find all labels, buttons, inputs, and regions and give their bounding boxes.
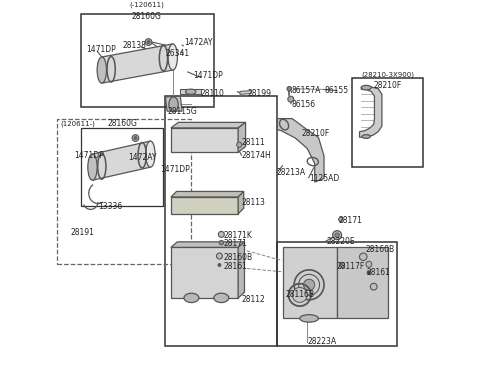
- Text: 28171K: 28171K: [223, 231, 252, 240]
- Circle shape: [287, 86, 291, 91]
- Circle shape: [288, 96, 294, 102]
- Text: 28223A: 28223A: [307, 337, 336, 346]
- Polygon shape: [337, 247, 387, 319]
- Text: 28210F: 28210F: [373, 81, 402, 89]
- Ellipse shape: [169, 97, 178, 112]
- Circle shape: [292, 287, 307, 302]
- Text: 28191: 28191: [70, 228, 94, 237]
- Polygon shape: [171, 242, 244, 247]
- Ellipse shape: [362, 135, 371, 138]
- Text: 28116B: 28116B: [286, 290, 314, 299]
- Ellipse shape: [185, 89, 196, 94]
- Text: 1472AY: 1472AY: [184, 38, 213, 46]
- Text: 28171: 28171: [223, 239, 247, 248]
- Circle shape: [134, 136, 137, 139]
- Polygon shape: [283, 247, 337, 319]
- Text: 28160G: 28160G: [108, 119, 137, 128]
- Text: 28210F: 28210F: [301, 129, 330, 138]
- Text: 1471DP: 1471DP: [86, 45, 116, 54]
- Polygon shape: [171, 197, 238, 214]
- Circle shape: [339, 262, 345, 268]
- Circle shape: [333, 231, 342, 240]
- Text: (-120611): (-120611): [129, 2, 164, 8]
- Bar: [277, 242, 397, 346]
- Ellipse shape: [146, 141, 155, 167]
- Polygon shape: [238, 242, 244, 298]
- Ellipse shape: [371, 283, 377, 290]
- Bar: [81, 14, 214, 107]
- Circle shape: [338, 217, 343, 222]
- Ellipse shape: [168, 44, 178, 70]
- Polygon shape: [238, 192, 244, 214]
- Text: 28160G: 28160G: [132, 12, 162, 21]
- Text: 28138: 28138: [122, 41, 146, 50]
- Text: 1125AD: 1125AD: [309, 174, 339, 183]
- Text: 28160B: 28160B: [365, 245, 394, 254]
- Bar: [81, 128, 163, 206]
- Text: 86156: 86156: [291, 100, 316, 109]
- Text: 28112: 28112: [242, 295, 265, 304]
- Bar: [165, 96, 277, 346]
- Text: 13336: 13336: [98, 202, 122, 211]
- Ellipse shape: [184, 293, 199, 303]
- Text: 1472AY: 1472AY: [128, 153, 156, 162]
- Text: 1471DP: 1471DP: [74, 152, 104, 161]
- Polygon shape: [93, 141, 150, 180]
- Polygon shape: [171, 128, 238, 152]
- Text: (120611-): (120611-): [60, 121, 95, 127]
- Text: 28113: 28113: [242, 198, 266, 207]
- Text: 28213A: 28213A: [276, 168, 306, 177]
- Polygon shape: [171, 192, 244, 197]
- Text: 1471DP: 1471DP: [193, 71, 223, 80]
- Text: 26341: 26341: [165, 49, 190, 58]
- Text: 28199: 28199: [248, 89, 272, 98]
- Text: 28171: 28171: [338, 216, 362, 225]
- Polygon shape: [171, 123, 246, 128]
- Circle shape: [218, 264, 221, 267]
- Text: 28111: 28111: [242, 138, 265, 147]
- Ellipse shape: [300, 315, 318, 322]
- Circle shape: [237, 142, 242, 147]
- Circle shape: [218, 231, 224, 238]
- Polygon shape: [360, 87, 382, 137]
- Text: 28220E: 28220E: [327, 238, 355, 246]
- Polygon shape: [240, 90, 251, 94]
- Polygon shape: [180, 89, 201, 94]
- Text: 86155: 86155: [324, 86, 348, 95]
- Ellipse shape: [361, 85, 371, 90]
- Circle shape: [147, 41, 150, 44]
- Text: 28161: 28161: [223, 262, 247, 271]
- Text: (28210-3X900): (28210-3X900): [361, 71, 414, 78]
- Bar: [57, 119, 192, 264]
- Circle shape: [299, 274, 320, 295]
- Text: 28161: 28161: [367, 268, 391, 277]
- Polygon shape: [277, 119, 324, 182]
- Text: 28110: 28110: [201, 89, 225, 98]
- Circle shape: [145, 39, 152, 45]
- Ellipse shape: [360, 253, 367, 261]
- Text: 86157A: 86157A: [291, 86, 321, 95]
- Circle shape: [303, 279, 315, 290]
- Bar: [352, 78, 423, 167]
- Circle shape: [132, 135, 139, 141]
- Text: 1471DP: 1471DP: [160, 164, 190, 173]
- Circle shape: [367, 271, 371, 274]
- Text: 28160B: 28160B: [223, 253, 252, 262]
- Ellipse shape: [97, 57, 107, 83]
- Polygon shape: [102, 44, 173, 83]
- Circle shape: [219, 241, 224, 245]
- Text: 28115G: 28115G: [167, 107, 197, 116]
- Text: 28174H: 28174H: [242, 152, 272, 161]
- Polygon shape: [171, 247, 238, 298]
- Ellipse shape: [214, 293, 229, 303]
- Circle shape: [366, 261, 372, 267]
- Polygon shape: [165, 96, 182, 111]
- Text: 28117F: 28117F: [336, 262, 365, 271]
- Circle shape: [216, 253, 222, 259]
- Ellipse shape: [88, 154, 97, 180]
- Polygon shape: [238, 123, 246, 152]
- Circle shape: [335, 233, 339, 238]
